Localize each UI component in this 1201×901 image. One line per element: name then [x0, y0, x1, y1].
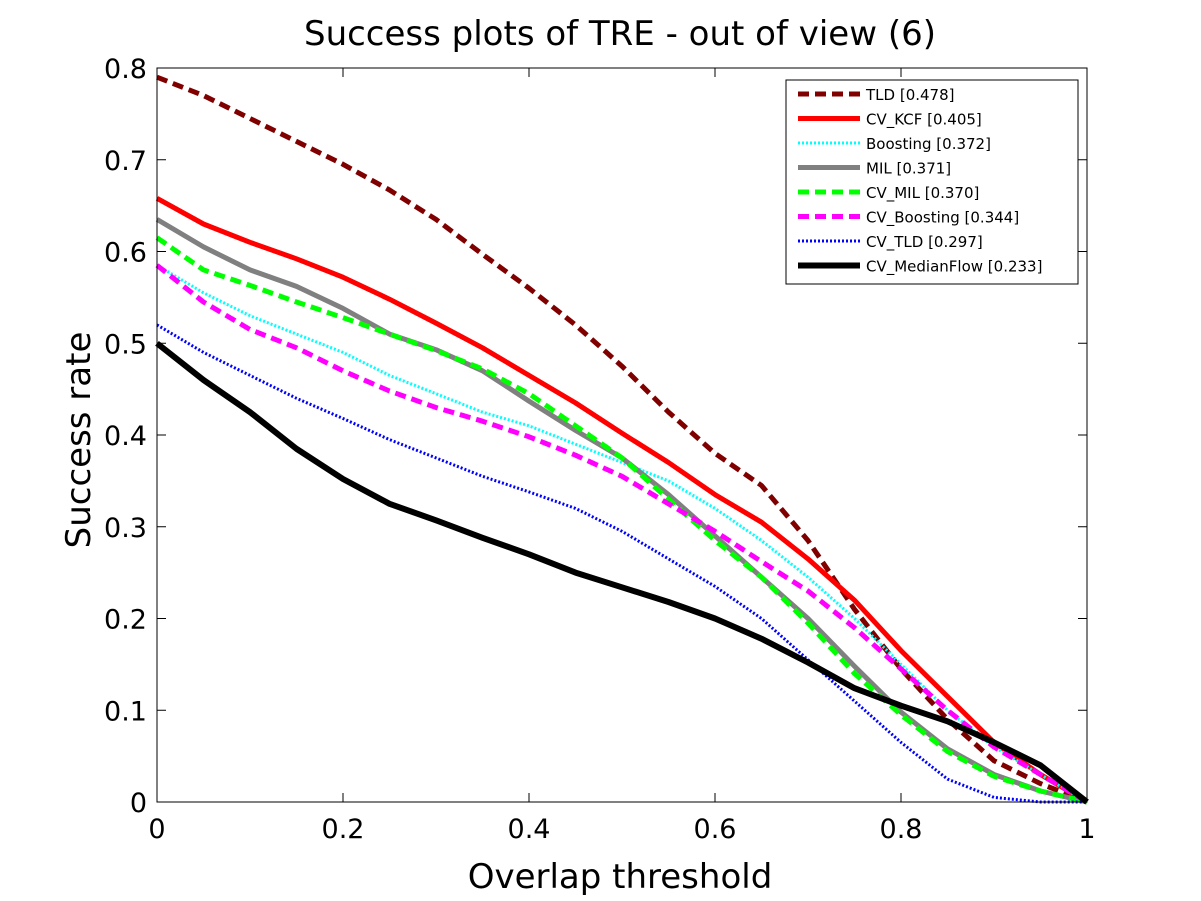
- series-line-1: [155, 196, 1089, 805]
- y-tick-label: 0.8: [104, 54, 147, 85]
- y-tick-label: 0.5: [104, 329, 147, 360]
- x-tick-label: 0: [148, 814, 165, 845]
- series-line-5: [155, 263, 1089, 805]
- legend-label-5: CV_Boosting [0.344]: [866, 209, 1019, 228]
- x-tick-label: 1: [1078, 814, 1095, 845]
- y-tick-label: 0.1: [104, 696, 147, 727]
- legend-label-3: MIL [0.371]: [866, 160, 951, 178]
- legend-label-4: CV_MIL [0.370]: [866, 184, 979, 203]
- x-tick-label: 0.2: [322, 814, 365, 845]
- x-tick-label: 0.4: [508, 814, 551, 845]
- chart-title: Success plots of TRE - out of view (6): [304, 14, 936, 54]
- y-tick-label: 0: [130, 788, 147, 819]
- x-tick-label: 0.6: [694, 814, 737, 845]
- y-axis-label: Success rate: [59, 332, 99, 549]
- legend-label-6: CV_TLD [0.297]: [866, 233, 983, 252]
- axes-layer: 0 0.2 0.4 0.6 0.8 1 0 0.1 0.2 0.3 0.4 0.5 0.6 0.7 0.8: [104, 54, 1096, 845]
- legend-label-1: CV_KCF [0.405]: [866, 111, 982, 130]
- legend-label-2: Boosting [0.372]: [866, 135, 991, 153]
- x-tick-label: 0.8: [880, 814, 923, 845]
- series-line-7: [155, 340, 1089, 805]
- y-tick-label: 0.6: [104, 238, 147, 269]
- legend-label-0: TLD [0.478]: [865, 86, 954, 104]
- legend: TLD [0.478] CV_KCF [0.405] Boosting [0.372…: [785, 79, 1079, 285]
- y-tick-label: 0.4: [104, 421, 147, 452]
- series-line-6: [156, 323, 1087, 804]
- y-tick-label: 0.2: [104, 605, 147, 636]
- series-line-4: [155, 235, 1088, 805]
- series-layer: [155, 74, 1089, 805]
- legend-label-7: CV_MedianFlow [0.233]: [866, 258, 1042, 277]
- y-tick-label: 0.7: [104, 146, 147, 177]
- legend-box: [785, 79, 1079, 285]
- series-line-0: [156, 74, 1088, 805]
- x-axis-label: Overlap threshold: [468, 857, 773, 897]
- y-tick-label: 0.3: [104, 513, 147, 544]
